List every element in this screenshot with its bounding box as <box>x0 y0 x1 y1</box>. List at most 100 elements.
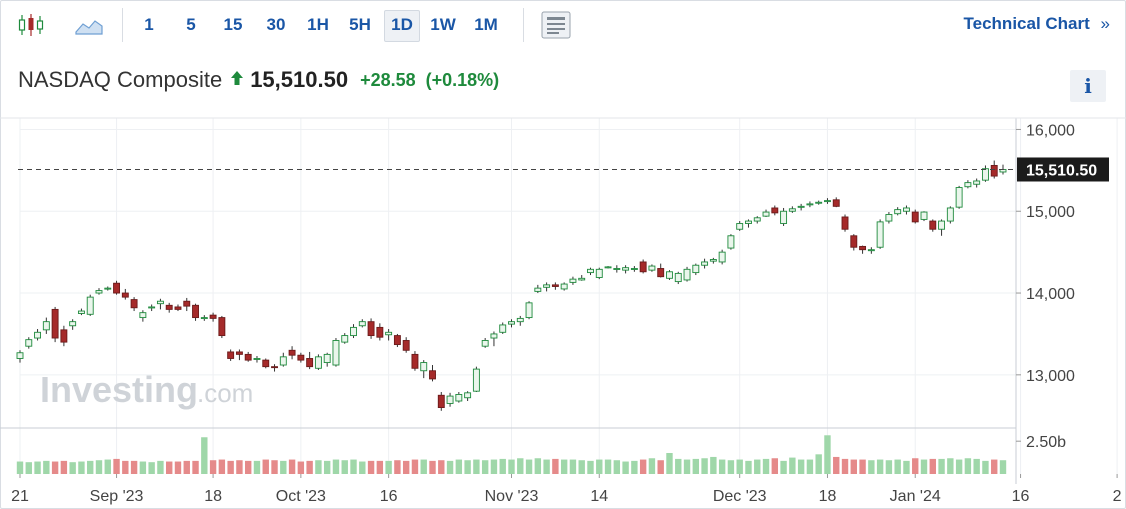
candle-body <box>121 292 129 298</box>
volume-bar <box>754 459 761 474</box>
candle-body <box>297 354 305 361</box>
volume-bar <box>991 459 998 474</box>
timeframe-5h[interactable]: 5H <box>349 15 371 34</box>
volume-bar <box>183 460 190 474</box>
volume-bar <box>385 460 392 474</box>
time-axis-label: 14 <box>590 488 608 505</box>
candle-body <box>771 207 779 214</box>
volume-bar <box>982 460 989 474</box>
candle-body <box>788 208 796 212</box>
volume-bar <box>657 460 664 474</box>
volume-bar <box>227 460 234 474</box>
timeframe-1[interactable]: 1 <box>144 15 154 34</box>
volume-bar <box>60 460 68 474</box>
candle-body <box>727 235 735 249</box>
toolbar-divider <box>122 8 123 42</box>
time-axis-label: Sep '23 <box>90 488 144 505</box>
candle-body <box>683 268 691 281</box>
candle-body <box>51 308 59 339</box>
candle-body <box>139 312 147 319</box>
candle-body <box>499 324 507 333</box>
candle-body <box>148 306 156 309</box>
volume-bar <box>244 460 252 474</box>
volume-bar <box>938 458 945 474</box>
timeframe-1d[interactable]: 1D <box>384 10 420 42</box>
candle-body <box>183 300 191 307</box>
volume-bar <box>34 461 41 474</box>
candle-body <box>850 235 858 248</box>
time-axis-label: 16 <box>1012 488 1030 505</box>
volume-bar <box>157 460 164 474</box>
candle-body <box>762 211 770 217</box>
volume-bar <box>455 459 463 474</box>
price-axis-label: 13,000 <box>1026 368 1075 385</box>
volume-bar <box>473 459 480 474</box>
candle-body <box>429 370 436 380</box>
candle-body <box>402 340 410 351</box>
price-axis-label: 16,000 <box>1026 122 1075 139</box>
timeframe-1m[interactable]: 1M <box>474 15 498 34</box>
volume-bar <box>999 460 1007 474</box>
volume-bar <box>420 459 427 474</box>
candle-body <box>437 394 445 409</box>
candle-body <box>218 317 226 337</box>
technical-chart-link[interactable]: Technical Chart » <box>964 14 1110 34</box>
timeframe-30[interactable]: 30 <box>266 15 286 34</box>
volume-bar <box>955 459 963 474</box>
candle-body <box>894 209 902 215</box>
volume-bar <box>666 453 673 474</box>
timeframe-1w[interactable]: 1W <box>430 15 456 34</box>
volume-bar <box>876 459 884 474</box>
volume-bar <box>350 459 357 474</box>
volume-bar <box>797 459 805 474</box>
volume-bar <box>341 460 348 474</box>
candle-body <box>341 335 349 343</box>
candles <box>16 160 1007 411</box>
candle-body <box>718 251 726 263</box>
candle-body <box>314 356 322 369</box>
volume-bar <box>604 459 612 474</box>
candle-body <box>271 366 278 369</box>
candle-body <box>534 287 542 292</box>
candle-body <box>745 220 752 224</box>
volume-bar <box>639 459 647 474</box>
volume-bar <box>560 459 568 474</box>
candle-body <box>587 268 594 274</box>
info-button[interactable]: i <box>1070 70 1106 102</box>
volume-bar <box>912 458 919 474</box>
candle-body <box>929 220 937 230</box>
candlestick-icon[interactable] <box>16 10 46 40</box>
toolbar: 1 5 15 30 1H 5H 1D 1W 1M Technical Chart… <box>0 0 1124 50</box>
timeframe-5[interactable]: 5 <box>186 15 196 34</box>
candle-body <box>946 207 954 222</box>
candle-body <box>235 351 243 355</box>
candle-body <box>165 304 173 310</box>
candle-body <box>736 223 744 230</box>
candle-body <box>674 272 682 283</box>
candle-body <box>753 217 761 222</box>
volume-bar <box>973 458 980 474</box>
candle-body <box>113 282 120 294</box>
candle-body <box>253 358 261 360</box>
price-change: +28.58 <box>360 69 416 90</box>
volume-bar <box>402 460 410 474</box>
candle-body <box>367 321 375 337</box>
area-chart-icon[interactable] <box>74 10 104 40</box>
candle-body <box>42 321 50 331</box>
volume-bar <box>631 460 638 474</box>
candle-body <box>130 299 138 309</box>
volume-bar <box>332 459 340 474</box>
volume-bar <box>517 458 524 474</box>
volume-bar <box>192 460 199 474</box>
volume-bar <box>148 462 155 474</box>
volume-bar <box>130 460 138 474</box>
timeframe-1h[interactable]: 1H <box>307 15 329 34</box>
toolbar-divider <box>523 8 524 42</box>
candle-body <box>639 261 647 273</box>
timeframe-15[interactable]: 15 <box>223 15 243 34</box>
candle-body <box>77 310 85 314</box>
layout-icon[interactable] <box>540 10 572 40</box>
volume-bar <box>25 462 32 474</box>
candle-body <box>209 314 217 319</box>
